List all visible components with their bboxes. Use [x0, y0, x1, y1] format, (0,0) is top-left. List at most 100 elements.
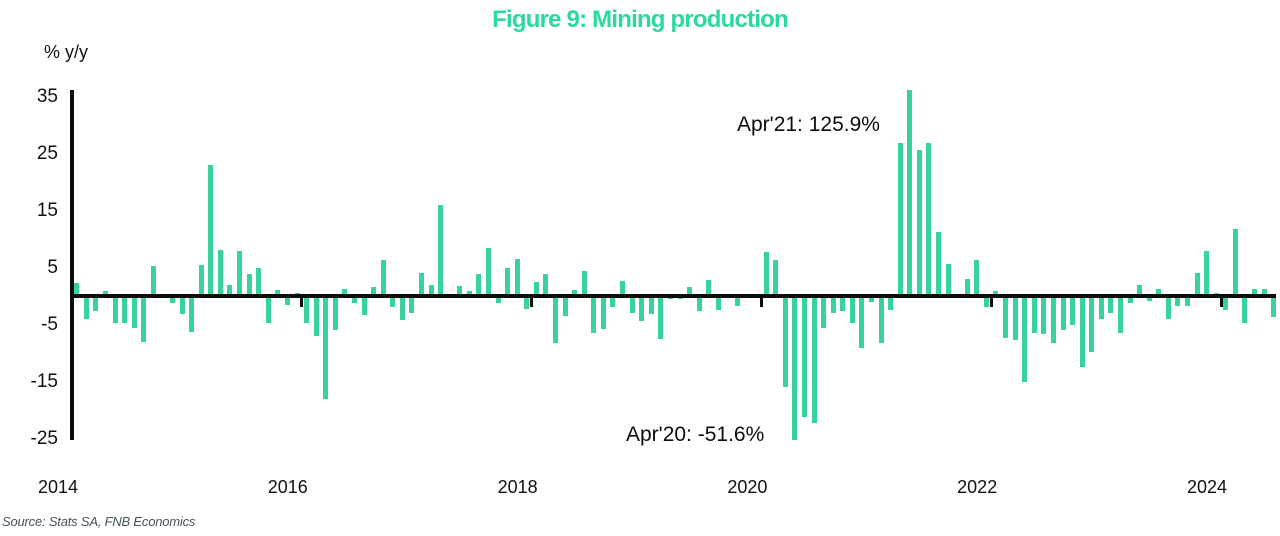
y-tick-label-25: 25 — [36, 142, 58, 164]
bar-month-81 — [849, 296, 855, 324]
bar-month-109 — [1117, 296, 1123, 334]
x-tick-mark-2024 — [1219, 296, 1223, 307]
bar-month-86 — [897, 143, 903, 296]
x-tick-label-2022: 2022 — [957, 477, 998, 497]
bar-month-57 — [620, 280, 626, 296]
bar-month-91 — [945, 264, 951, 296]
bar-month-115 — [1175, 296, 1181, 307]
bar-month-31 — [371, 287, 377, 296]
bar-month-120 — [1223, 296, 1229, 311]
y-tick-label-5: 5 — [47, 256, 58, 278]
annotation-apr-2020: Apr'20: -51.6% — [626, 423, 765, 446]
bar-month-34 — [399, 296, 405, 320]
bar-month-52 — [572, 289, 578, 296]
bar-month-59 — [639, 296, 645, 321]
bar-month-6 — [131, 296, 137, 329]
bar-month-66 — [706, 280, 712, 296]
bar-month-15 — [217, 249, 223, 296]
bar-month-61 — [658, 296, 664, 340]
bar-month-45 — [505, 268, 511, 296]
bar-month-51 — [562, 296, 568, 316]
y-tick-label--5: -5 — [41, 313, 58, 335]
bar-month-26 — [323, 296, 329, 399]
bar-month-48 — [533, 282, 539, 296]
x-tick-label-2024: 2024 — [1186, 477, 1228, 497]
bar-month-27 — [332, 296, 338, 331]
bar-month-37 — [428, 285, 434, 296]
bar-month-46 — [514, 258, 520, 296]
bar-month-111 — [1137, 284, 1143, 296]
bar-month-79 — [830, 296, 836, 313]
bar-month-53 — [581, 271, 587, 296]
source-note: Source: Stats SA, FNB Economics — [2, 514, 196, 529]
x-tick-mark-2016 — [300, 296, 304, 307]
bar-month-124 — [1261, 289, 1267, 296]
bar-month-90 — [936, 231, 942, 296]
bar-month-114 — [1165, 296, 1171, 320]
x-tick-mark-2022 — [989, 296, 993, 307]
bar-month-102 — [1050, 296, 1056, 344]
bar-month-97 — [1003, 296, 1009, 339]
bar-month-16 — [227, 285, 233, 296]
bar-month-55 — [600, 296, 606, 330]
bar-month-41 — [466, 290, 472, 296]
bar-month-0 — [74, 282, 80, 296]
bar-month-80 — [840, 296, 846, 312]
y-tick-label--15: -15 — [30, 370, 58, 392]
bar-month-76 — [801, 296, 807, 417]
bar-month-64 — [687, 287, 693, 296]
bar-month-47 — [524, 296, 530, 309]
bar-month-69 — [734, 296, 740, 307]
bar-month-7 — [141, 296, 147, 343]
bar-month-36 — [418, 272, 424, 296]
bar-month-3 — [103, 290, 108, 296]
bar-month-43 — [486, 248, 491, 296]
bar-month-4 — [112, 296, 118, 324]
bar-month-33 — [390, 296, 396, 308]
bar-month-94 — [974, 259, 980, 296]
bar-month-110 — [1127, 296, 1133, 303]
bar-month-117 — [1194, 272, 1200, 296]
bar-month-24 — [304, 296, 310, 324]
bar-month-75 — [792, 296, 798, 440]
bar-month-29 — [351, 296, 357, 303]
bar-month-50 — [553, 296, 559, 343]
bar-month-13 — [198, 265, 204, 296]
bar-month-107 — [1098, 296, 1104, 320]
y-tick-label-15: 15 — [36, 199, 58, 221]
x-tick-label-2014: 2014 — [37, 477, 79, 497]
bar-month-116 — [1184, 296, 1190, 307]
bar-month-44 — [495, 296, 501, 303]
bar-month-88 — [916, 150, 922, 296]
y-axis-unit-label: % y/y — [44, 42, 89, 62]
chart-title: Figure 9: Mining production — [492, 6, 789, 33]
bar-month-42 — [476, 274, 482, 296]
bar-month-19 — [256, 267, 262, 296]
bar-month-99 — [1022, 296, 1028, 382]
bar-month-103 — [1060, 296, 1066, 331]
bar-month-14 — [208, 164, 214, 296]
bar-month-85 — [888, 296, 894, 311]
bar-month-118 — [1204, 250, 1210, 296]
x-tick-label-2018: 2018 — [497, 477, 538, 497]
bar-month-113 — [1156, 289, 1162, 296]
x-axis-zero-line — [72, 294, 1276, 298]
bar-month-11 — [179, 296, 185, 315]
bar-month-125 — [1271, 296, 1277, 317]
bar-month-22 — [284, 296, 290, 305]
bar-month-28 — [342, 289, 348, 296]
bar-month-58 — [629, 296, 635, 313]
bar-month-74 — [782, 296, 788, 388]
bar-month-40 — [457, 285, 463, 296]
bar-month-104 — [1070, 296, 1076, 325]
bar-month-21 — [275, 290, 281, 296]
bar-month-87 — [907, 90, 913, 296]
bar-month-35 — [409, 296, 415, 314]
bar-month-5 — [122, 296, 128, 323]
bar-month-17 — [237, 250, 243, 296]
bar-month-20 — [265, 296, 271, 323]
x-tick-label-2020: 2020 — [727, 477, 768, 497]
bar-month-65 — [696, 296, 702, 312]
bar-month-18 — [246, 274, 252, 296]
bar-month-95 — [983, 296, 989, 307]
